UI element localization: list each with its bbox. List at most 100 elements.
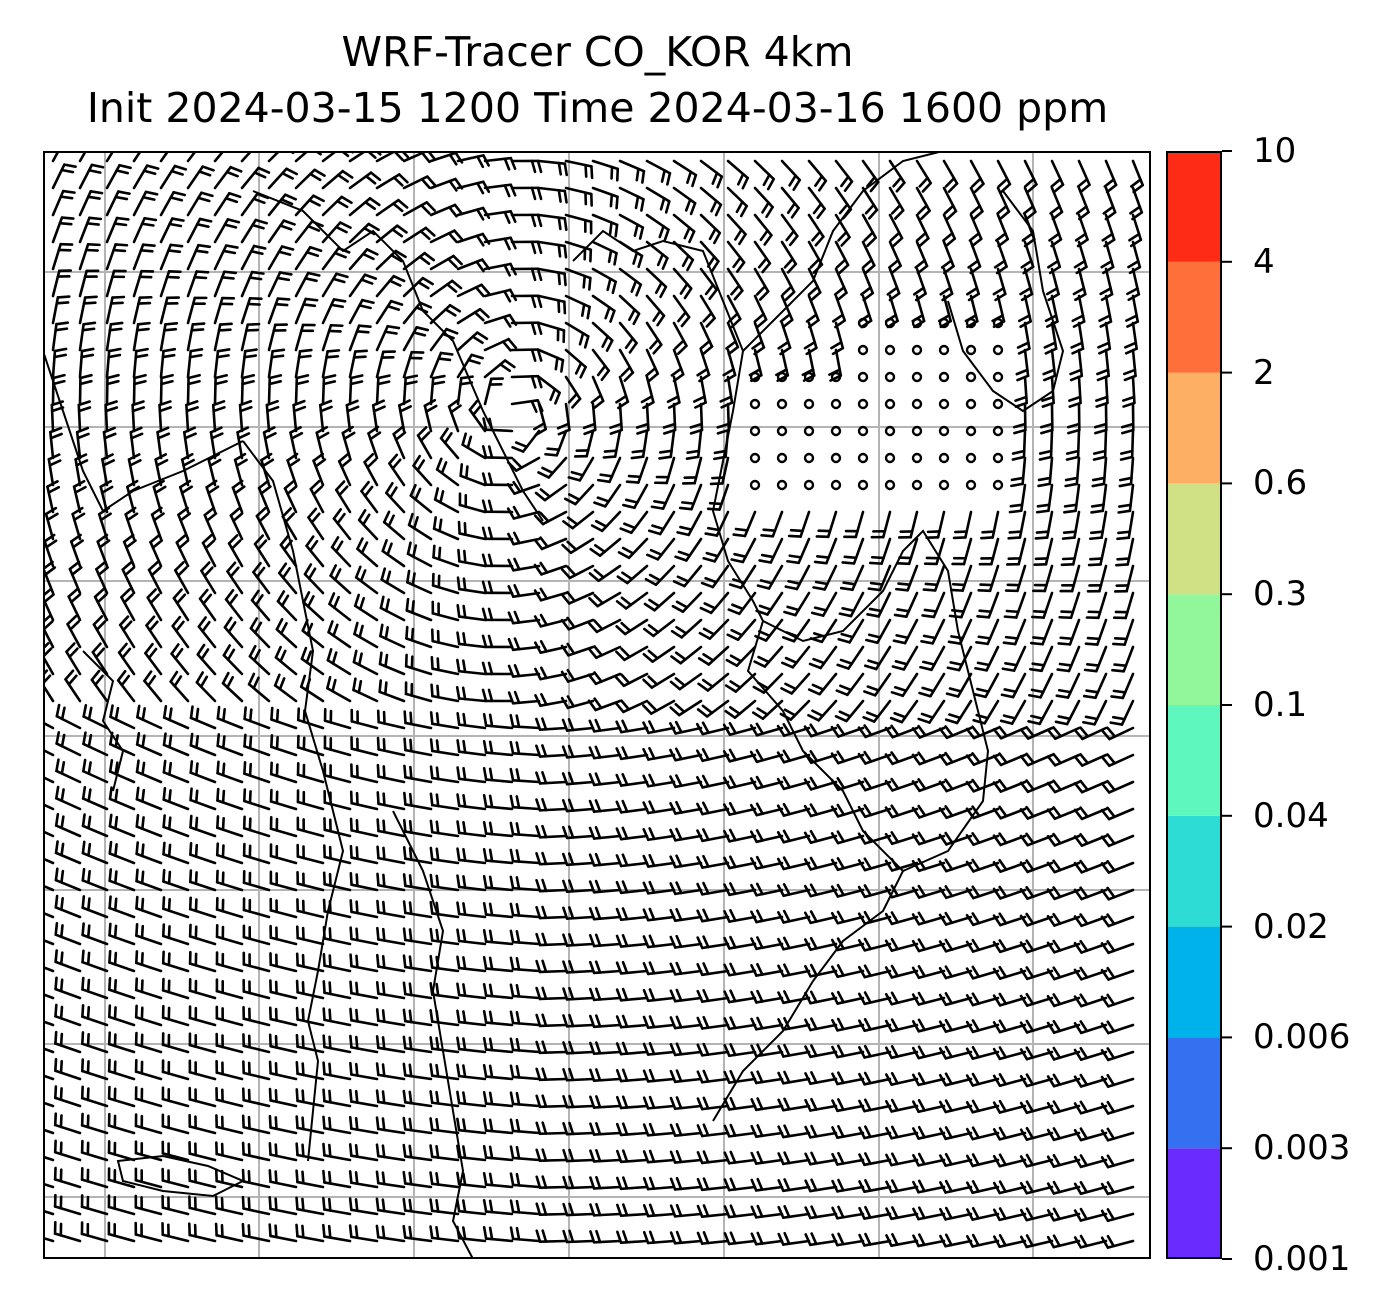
wind-barb [269,897,298,919]
wind-barb [379,623,406,649]
wind-barb [885,1179,919,1194]
wind-barb [456,1144,487,1162]
wind-barb [534,483,568,502]
wind-barb [939,267,954,302]
wind-barb [696,1231,730,1245]
wind-barb [456,901,487,919]
wind-barb [78,151,88,163]
wind-barb [896,537,919,566]
wind-barb [696,989,730,1003]
wind-barb [243,760,271,784]
wind-barb [134,977,163,1000]
wind-barb [563,483,595,506]
wind-barb [833,267,848,302]
wind-barb [730,537,757,564]
wind-barb [1073,240,1088,275]
wind-barb [321,374,337,406]
wind-barb [216,760,244,784]
wind-barb [1100,753,1135,768]
calm-marker [938,344,950,356]
wind-barb [375,224,408,244]
wind-barb [726,294,742,329]
wind-barb [402,981,433,1000]
wind-barb [1119,429,1135,461]
wind-barb [784,564,811,591]
wind-barb [911,1072,946,1087]
wind-barb [54,840,82,865]
wind-barb [186,151,198,163]
wind-barb [269,816,298,838]
wind-barb [456,955,487,973]
wind-barb [353,621,379,649]
wind-barb [537,186,568,204]
wind-barb [777,321,792,356]
wind-barb [590,375,605,410]
wind-barb [863,672,892,697]
wind-barb [456,1225,487,1243]
wind-barb [939,1179,973,1194]
wind-barb [645,240,669,270]
wind-barb [992,1180,1027,1195]
wind-barb [268,1141,298,1162]
wind-barb [209,426,224,460]
wind-barb [509,1064,541,1081]
wind-barb [404,653,433,676]
wind-barb [481,526,514,541]
wind-barb [807,159,828,192]
wind-barb [350,708,379,730]
calm-marker [911,371,923,383]
lat-lon-grid [43,151,1151,1259]
wind-barb [241,1114,271,1135]
wind-barb [215,1059,244,1081]
wind-barb [108,840,136,865]
wind-barb [1046,939,1081,954]
wind-barb [51,242,74,271]
wind-barb [136,704,163,730]
wind-barb [911,831,946,846]
wind-barb [213,373,228,406]
calm-marker [938,452,950,464]
calm-marker [749,425,761,437]
wind-barb [975,618,1000,646]
wind-barb [108,786,136,811]
wind-barb [429,327,459,352]
wind-barb [159,164,188,190]
wind-barb [938,938,973,953]
wind-barb [105,347,122,379]
wind-barb [53,1139,82,1162]
wind-barb [429,954,460,973]
wind-barb [804,1205,838,1220]
wind-barb [43,884,55,892]
wind-barb [938,992,973,1007]
wind-barb [870,510,892,539]
wind-barb [1056,645,1081,673]
wind-barb [240,244,267,271]
wind-barb [750,1231,784,1246]
wind-barb [777,1124,811,1139]
wind-barb [911,294,926,329]
wind-barb [429,819,460,838]
wind-barb [938,858,973,873]
wind-barb [321,272,349,298]
wind-barb [135,922,163,946]
wind-barb [132,373,147,406]
wind-barb [671,591,703,613]
wind-barb [269,761,298,784]
wind-barb [268,1006,298,1027]
wind-barb [1057,618,1081,646]
wind-barb [642,699,676,715]
wind-barb [587,671,622,686]
wind-barb [132,243,156,271]
wind-barb [616,1176,649,1191]
wind-barb [468,399,487,433]
wind-barb [81,1031,109,1054]
wind-barb [669,854,703,869]
wind-barb [43,965,55,973]
calm-marker [992,452,1004,464]
wind-barb [154,453,169,487]
wind-barb [588,826,622,840]
wind-barb [965,992,1000,1007]
wind-barb [804,1124,838,1139]
calm-marker [776,425,788,437]
wind-barb [923,537,946,566]
